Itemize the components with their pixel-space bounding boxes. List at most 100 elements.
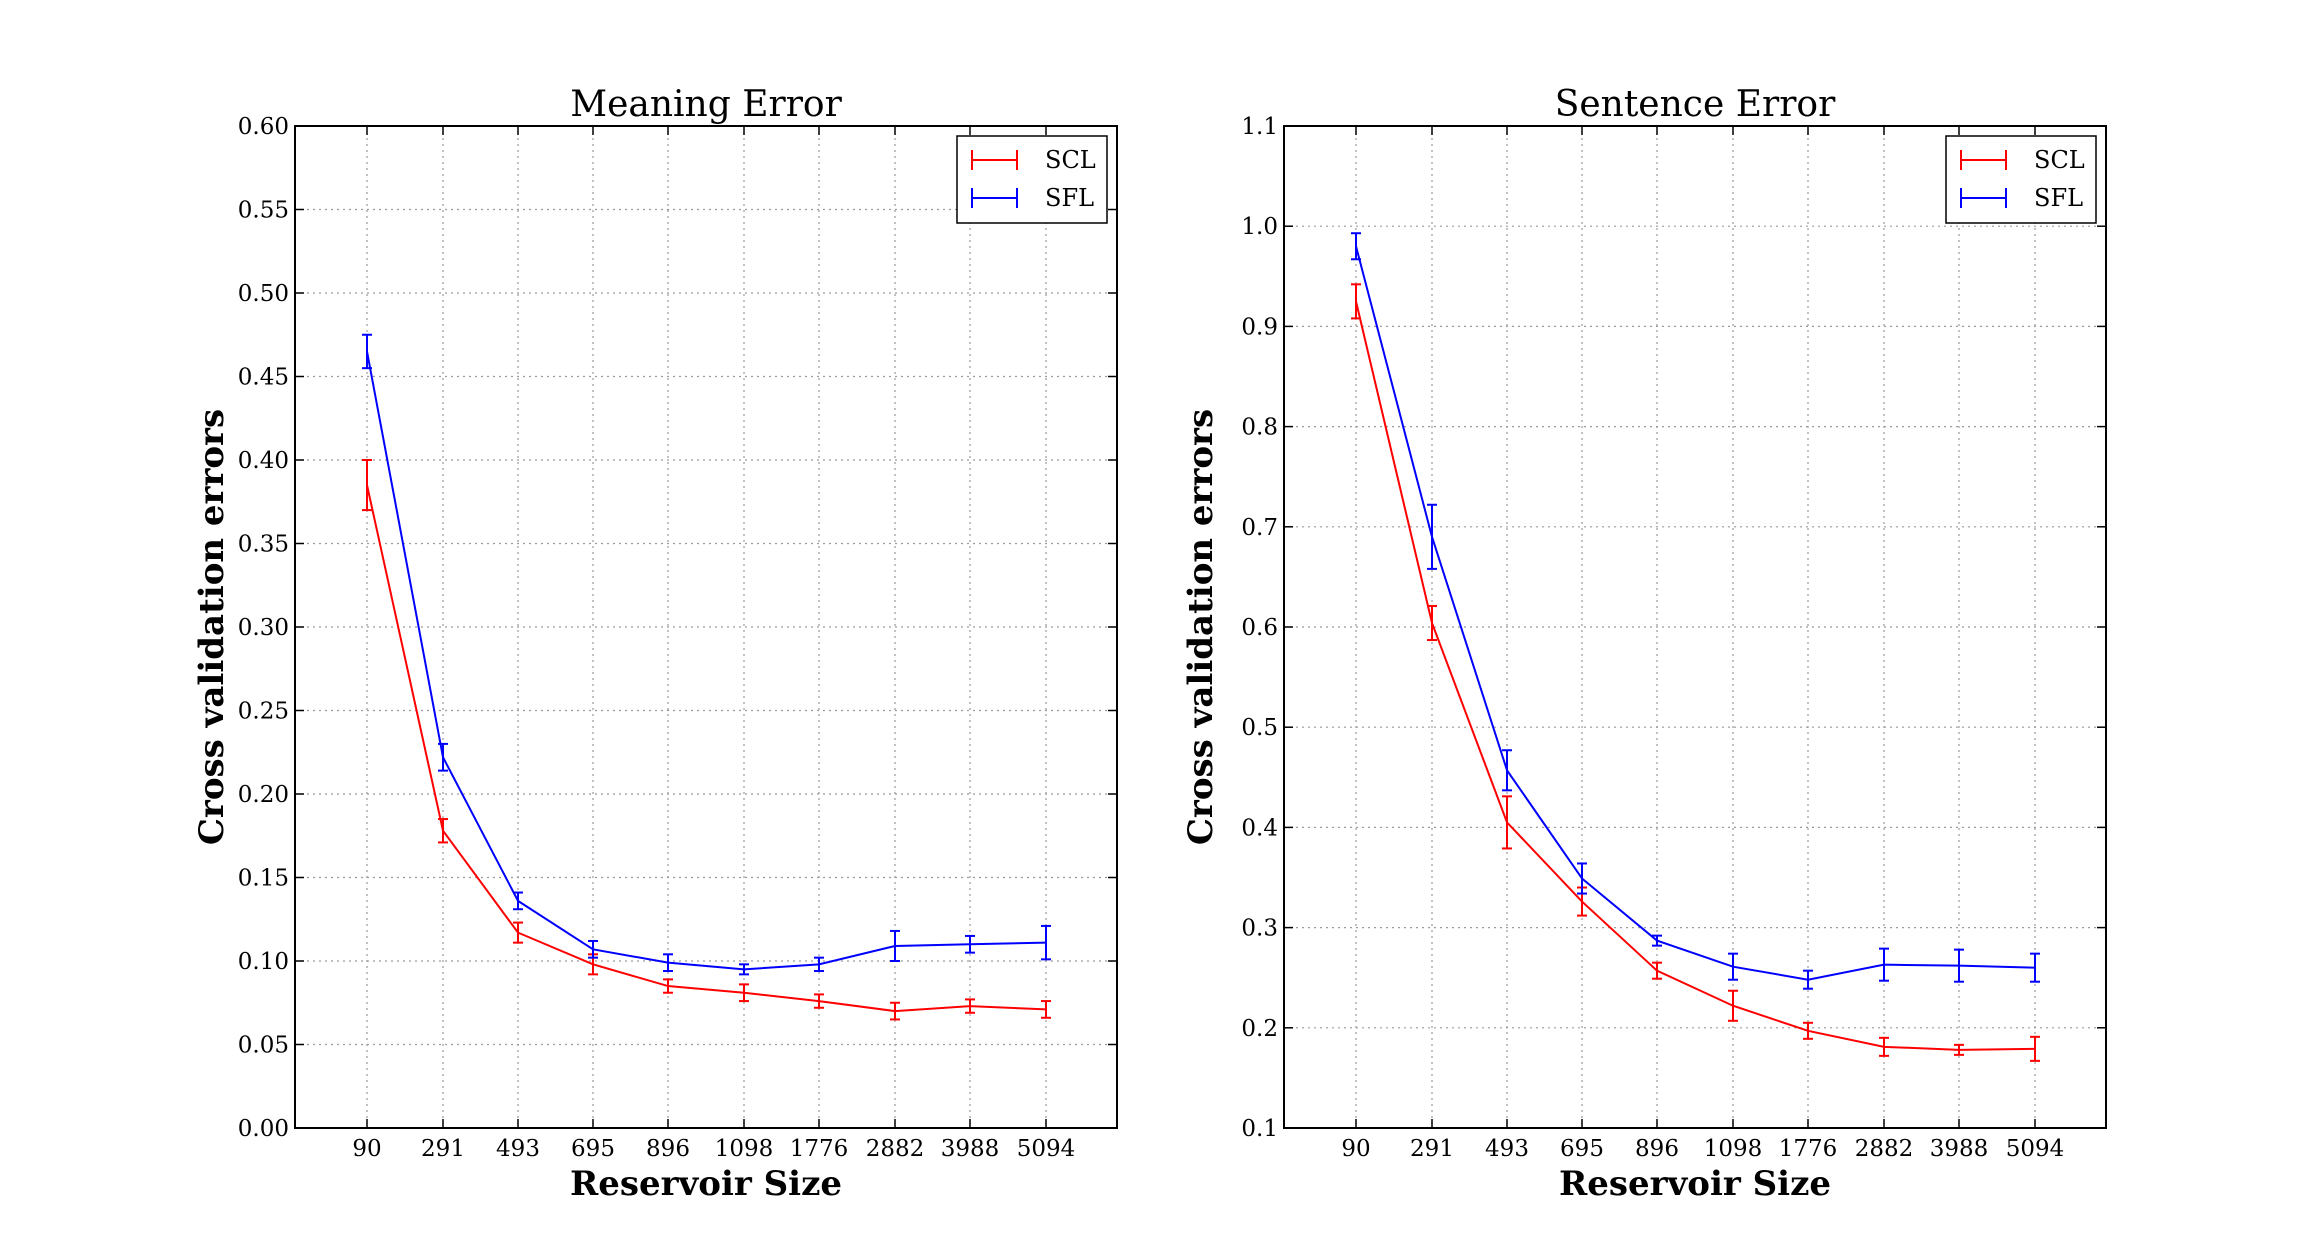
y-tick-label: 0.55 [238, 198, 289, 224]
series-scl [1351, 283, 2040, 1062]
x-tick-label: 2882 [866, 1136, 925, 1162]
y-tick-label: 0.6 [1241, 615, 1278, 641]
legend-item-sfl: SFL [1960, 184, 2083, 212]
legend-item-scl: SCL [1960, 146, 2085, 174]
x-axis-label: Reservoir Size [570, 1164, 842, 1204]
legend: SCL SFL [956, 135, 1108, 224]
error-bar [513, 921, 523, 944]
error-bar [1803, 969, 1813, 990]
y-tick-label: 0.30 [238, 615, 289, 641]
legend-label: SCL [2034, 146, 2085, 174]
error-bar [438, 742, 448, 772]
x-tick-label: 3988 [1930, 1136, 1989, 1162]
legend: SCL SFL [1945, 135, 2097, 224]
y-tick-label: 0.1 [1241, 1116, 1278, 1142]
series-sfl [362, 333, 1051, 976]
x-tick-label: 695 [571, 1136, 615, 1162]
x-axis-label: Reservoir Size [1559, 1164, 1831, 1204]
y-axis-label: Cross validation errors [1181, 409, 1221, 845]
x-tick-label: 493 [496, 1136, 540, 1162]
error-bar [1577, 862, 1587, 895]
x-tick-label: 1098 [1704, 1136, 1763, 1162]
legend-item-sfl: SFL [971, 184, 1094, 212]
y-tick-label: 0.00 [238, 1116, 289, 1142]
y-tick-label: 0.05 [238, 1033, 289, 1059]
series-line [366, 351, 1047, 971]
error-bar [1879, 1036, 1889, 1057]
series-scl [362, 459, 1051, 1021]
y-tick-label: 0.60 [238, 114, 289, 140]
x-tick-label: 5094 [1017, 1136, 1076, 1162]
x-tick-label: 2882 [1855, 1136, 1914, 1162]
error-bar [2030, 1035, 2040, 1062]
error-bar [739, 963, 749, 976]
error-bar [588, 939, 598, 959]
x-tick-label: 90 [1341, 1136, 1370, 1162]
error-bar [1954, 948, 1964, 983]
x-tick-label: 896 [1635, 1136, 1679, 1162]
x-tick-label: 896 [646, 1136, 690, 1162]
error-bar [1351, 283, 1361, 320]
legend-box [1945, 135, 2097, 224]
y-tick-label: 0.4 [1241, 815, 1278, 841]
chart-title: Sentence Error [1555, 84, 1836, 125]
x-tick-label: 291 [1410, 1136, 1454, 1162]
error-bar [1351, 232, 1361, 261]
y-tick-label: 0.50 [238, 281, 289, 307]
error-bar [1041, 1000, 1051, 1019]
error-bar [1728, 952, 1738, 981]
y-tick-label: 0.9 [1241, 314, 1278, 340]
error-bar [739, 983, 749, 1003]
legend-box [956, 135, 1108, 224]
y-tick-label: 0.5 [1241, 715, 1278, 741]
y-tick-label: 0.3 [1241, 916, 1278, 942]
x-tick-label: 695 [1560, 1136, 1604, 1162]
y-tick-label: 0.25 [238, 699, 289, 725]
error-bar [1502, 749, 1512, 792]
x-tick-label: 3988 [941, 1136, 1000, 1162]
x-tick-label: 5094 [2006, 1136, 2065, 1162]
y-tick-label: 0.40 [238, 448, 289, 474]
error-bar [362, 333, 372, 370]
series-line [1355, 301, 2036, 1051]
series-line [1355, 245, 2036, 981]
y-axis-label: Cross validation errors [192, 409, 232, 845]
error-bar [438, 818, 448, 844]
chart-title: Meaning Error [570, 84, 842, 125]
y-tick-label: 0.45 [238, 365, 289, 391]
error-bar [1427, 604, 1437, 642]
legend-label: SCL [1045, 146, 1096, 174]
x-tick-label: 90 [352, 1136, 381, 1162]
error-bar [663, 978, 673, 994]
error-bar [1879, 947, 1889, 982]
error-bar [1803, 1021, 1813, 1040]
error-bar [890, 1001, 900, 1021]
y-tick-label: 0.8 [1241, 415, 1278, 441]
y-tick-label: 0.10 [238, 949, 289, 975]
legend-label: SFL [1045, 184, 1094, 212]
x-tick-label: 1098 [715, 1136, 774, 1162]
error-bar [513, 891, 523, 911]
series-sfl [1351, 232, 2040, 990]
error-bar [1041, 924, 1051, 961]
x-tick-label: 291 [421, 1136, 465, 1162]
legend-item-scl: SCL [971, 146, 1096, 174]
error-bar [1652, 934, 1662, 947]
y-tick-label: 0.20 [238, 782, 289, 808]
error-bar [1954, 1043, 1964, 1056]
error-bar [663, 953, 673, 973]
y-tick-label: 1.0 [1241, 214, 1278, 240]
error-bar [2030, 952, 2040, 983]
y-tick-label: 1.1 [1241, 114, 1278, 140]
x-tick-label: 1776 [1779, 1136, 1838, 1162]
y-tick-label: 0.35 [238, 532, 289, 558]
error-bar [814, 956, 824, 973]
error-bar [362, 459, 372, 512]
error-bar [890, 929, 900, 962]
meaning-error-chart: 0.00 0.05 0.10 0.15 0.20 0.25 0.30 0.35 0.40 0.45… [192, 84, 1118, 1204]
error-bar [965, 998, 975, 1014]
sentence-error-chart: 0.1 0.2 0.3 0.4 0.5 0.6 0.7 0.8 0.9 1.0 1.1 90 291 49… [1181, 84, 2107, 1204]
error-bar [965, 934, 975, 954]
error-bar [1728, 989, 1738, 1022]
